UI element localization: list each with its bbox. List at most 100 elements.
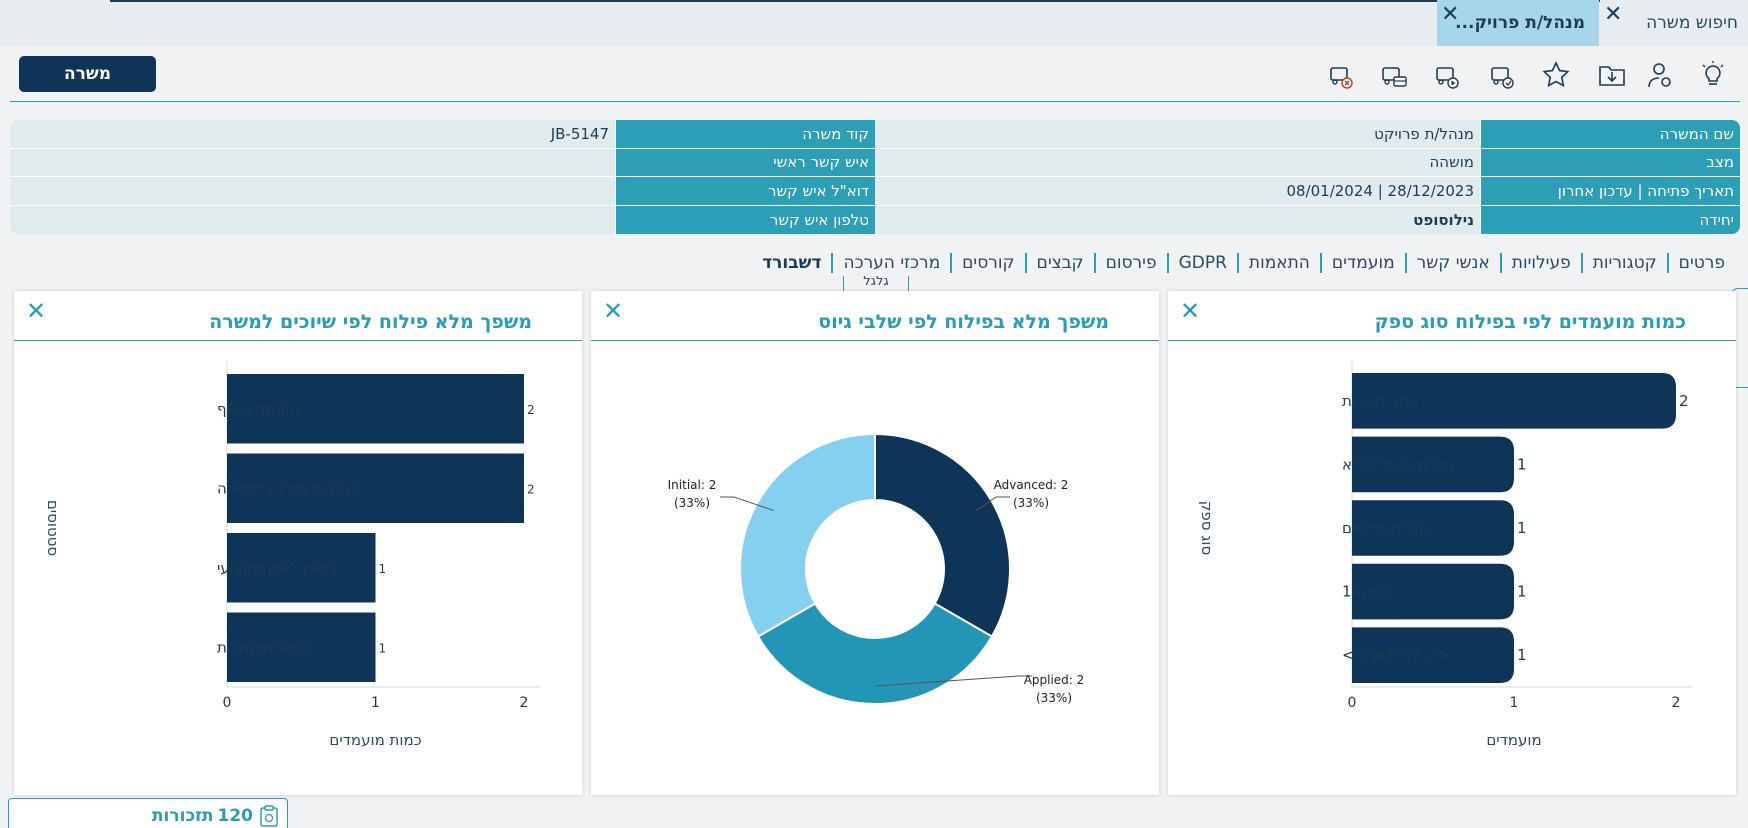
close-icon[interactable]: ✕ [1180, 297, 1201, 325]
y-axis-title: סוג ספק [1198, 501, 1216, 556]
lightbulb-icon[interactable] [1698, 60, 1728, 90]
info-row: יחידה נילוסופט טלפון איש קשר [10, 205, 1740, 234]
close-icon[interactable]: ✕ [26, 297, 47, 325]
nav-item[interactable]: פרטים [1666, 253, 1735, 273]
info-row: שם המשרה מנהל/ת פרויקט קוד משרה JB-5147 [10, 120, 1740, 149]
bar-value-label: 1 [379, 641, 387, 655]
bar-category-label: חברת פירסום [1342, 519, 1429, 537]
nav-item[interactable]: קורסים [950, 253, 1024, 273]
bar [1352, 563, 1514, 620]
bar [227, 374, 524, 444]
nav-item[interactable]: אנשי קשר [1404, 253, 1500, 273]
bar [1352, 627, 1514, 683]
supplier-bar-chart: אתר משרות 2 חברת השמה/כ"א 1 חברת פירסום 1 בדיק… [1198, 361, 1692, 749]
unit-value: נילוסופט [875, 205, 1480, 234]
tab-project-manager[interactable]: מנהל/ת פרויק... ✕ [1437, 0, 1599, 46]
bar-value-label: 1 [1517, 455, 1527, 473]
panel-recruit-stages: משפך מלא בפילוח לפי שלבי גיוס ✕ Advanced… [591, 291, 1159, 795]
car-play-icon[interactable] [1433, 60, 1463, 90]
bar-category-label: אתר משרות [1342, 392, 1418, 410]
contact-phone-value [10, 205, 615, 234]
bar-category-label: חברת השמה/כ"א [1342, 455, 1454, 473]
bar-category-label: מועמד נחשף [217, 400, 300, 418]
bar-value-label: 2 [1679, 392, 1689, 410]
donut-label: Advanced: 2 [994, 478, 1069, 492]
x-tick-label: 0 [223, 695, 232, 711]
reminders-button[interactable]: 120 תזכורות [8, 798, 288, 828]
nav-item[interactable]: מרכזי הערכה [831, 253, 950, 273]
bar-category-label: רואיין ראיון מקצועי [217, 559, 337, 577]
job-name-value: מנהל/ת פרויקט [875, 120, 1480, 148]
close-icon[interactable]: ✕ [1604, 2, 1623, 27]
panel-divider [591, 340, 1159, 341]
x-tick-label: 0 [1348, 695, 1357, 711]
job-name-label: שם המשרה [1480, 120, 1740, 148]
nav-item[interactable]: פירסום [1093, 253, 1167, 273]
status-bar-chart: מועמד נחשף 2 הגיש מועמדות למשרה 2 רואיין ראי… [44, 361, 540, 749]
bar-value-label: 1 [379, 562, 387, 576]
nav-item[interactable]: פעילויות [1499, 253, 1581, 273]
bar [1352, 436, 1514, 493]
main-contact-value [10, 148, 615, 176]
job-code-label: קוד משרה [615, 120, 875, 148]
nav-item[interactable]: מועמדים [1319, 253, 1405, 273]
x-tick-label: 1 [1510, 695, 1519, 711]
main-contact-label: איש קשר ראשי [615, 148, 875, 176]
status-label: מצב [1480, 148, 1740, 176]
nav-item[interactable]: דשבורד [762, 253, 822, 273]
bar-value-label: 2 [527, 403, 535, 417]
panel-title: כמות מועמדים לפי בפילוח סוג ספק [1374, 311, 1686, 333]
panel-title: משפך מלא פילוח לפי שיוכים למשרה [209, 311, 532, 333]
nav-item[interactable]: GDPR [1166, 253, 1237, 273]
star-icon[interactable] [1541, 60, 1571, 90]
folder-download-icon[interactable] [1597, 60, 1627, 90]
donut-leader-line [720, 496, 774, 511]
reminders-label: תזכורות [151, 806, 214, 826]
bar-category-label: הגיש מועמדות למשרה [217, 479, 360, 497]
dates-label: תאריך פתיחה | עדכון אחרון [1480, 177, 1740, 205]
bar-category-label: << לא ידוע >> [1342, 646, 1450, 664]
car-check-icon[interactable] [1488, 60, 1518, 90]
close-icon[interactable]: ✕ [603, 297, 624, 325]
unit-label: יחידה [1480, 205, 1740, 234]
info-row: מצב מושהה איש קשר ראשי [10, 148, 1740, 177]
recruit-stages-donut-chart: Advanced: 2 (33%) Applied: 2 (33%) Initial: … [668, 432, 1085, 705]
dates-value: 28/12/2023 | 08/01/2024 [875, 177, 1480, 205]
nav-item[interactable]: קבצים [1024, 253, 1094, 273]
contact-email-label: דוא"ל איש קשר [615, 177, 875, 205]
donut-label: Applied: 2 [1024, 673, 1085, 687]
job-button[interactable]: משרה [19, 56, 156, 92]
x-axis-title: מועמדים [1486, 731, 1541, 749]
tab-bar-top-line [110, 0, 1748, 2]
status-value: מושהה [875, 148, 1480, 176]
donut-slice [739, 432, 876, 638]
section-nav: פרטים קטגוריות פעילויות אנשי קשר מועמדים התאמ… [762, 250, 1735, 276]
user-settings-icon[interactable] [1645, 60, 1675, 90]
bar [227, 612, 376, 682]
donut-percent-label: (33%) [674, 496, 710, 510]
contact-phone-label: טלפון איש קשר [615, 205, 875, 234]
donut-percent-label: (33%) [1036, 691, 1072, 705]
bar-category-label: בדיקה1 [1342, 583, 1393, 601]
nav-item[interactable]: קטגוריות [1580, 253, 1667, 273]
bar [1352, 373, 1676, 429]
donut-percent-label: (33%) [1013, 496, 1049, 510]
info-row: תאריך פתיחה | עדכון אחרון 28/12/2023 | 0… [10, 177, 1740, 206]
close-icon[interactable]: ✕ [1441, 2, 1460, 27]
y-axis-title: סטטוסים [44, 500, 62, 556]
toolbar-divider [10, 101, 1740, 102]
panel-status-funnel: משפך מלא פילוח לפי שיוכים למשרה ✕ מועמד … [14, 291, 582, 795]
car-cancel-icon[interactable] [1327, 60, 1357, 90]
x-tick-label: 2 [520, 695, 529, 711]
job-code-value: JB-5147 [10, 120, 615, 148]
bar-value-label: 1 [1517, 519, 1527, 537]
donut-label: Initial: 2 [668, 478, 717, 492]
clipboard-icon [260, 805, 278, 827]
bar [227, 533, 376, 603]
nav-item[interactable]: התאמות [1236, 253, 1320, 273]
tab-job-search-label: חיפוש משרה [1646, 13, 1738, 33]
tab-bar: חיפוש משרה ✕ מנהל/ת פרויק... ✕ [0, 0, 1748, 46]
car-bus-icon[interactable] [1379, 60, 1409, 90]
contact-email-value [10, 177, 615, 205]
tab-job-search[interactable]: חיפוש משרה ✕ [1600, 0, 1748, 46]
